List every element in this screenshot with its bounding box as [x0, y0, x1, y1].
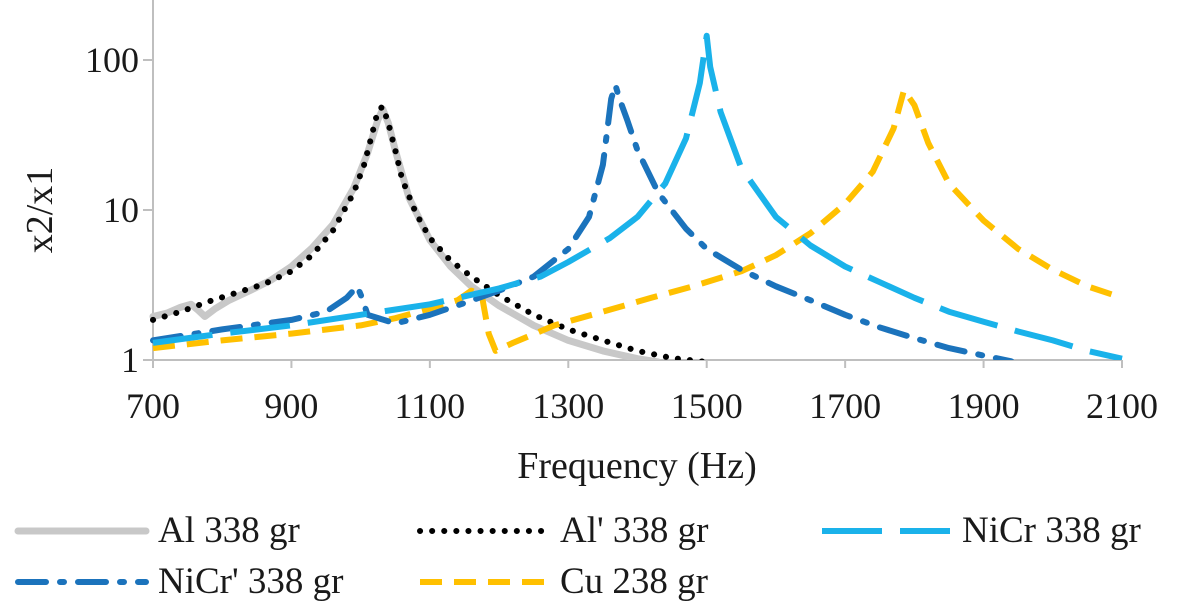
legend-label: NiCr 338 gr [962, 510, 1141, 551]
legend-label: Al 338 gr [158, 510, 300, 551]
x-tick-label: 1900 [948, 386, 1020, 426]
legend-item: NiCr' 338 gr [15, 561, 344, 602]
x-tick-label: 1100 [395, 386, 466, 426]
legend-label: Cu 238 gr [560, 561, 708, 602]
x-tick-label: 1700 [809, 386, 881, 426]
legend-item: Cu 238 gr [420, 561, 708, 602]
series-line-3 [150, 82, 1014, 360]
x-tick-label: 2100 [1086, 386, 1158, 426]
x-axis-ticks: 700 900 1100 1300 1500 1700 1900 2100 [126, 360, 1158, 426]
legend-label: Al' 338 gr [560, 510, 709, 551]
legend-label: NiCr' 338 gr [158, 561, 344, 602]
series-line-4 [152, 87, 1123, 354]
series-line-0 [149, 105, 662, 360]
legend-item: Al' 338 gr [417, 510, 709, 551]
x-tick-label: 900 [264, 386, 318, 426]
series-lines [149, 32, 1123, 360]
legend-item: NiCr 338 gr [822, 510, 1141, 551]
x-axis-title: Frequency (Hz) [517, 445, 757, 487]
x-tick-label: 1300 [532, 386, 604, 426]
y-tick-label: 100 [85, 40, 139, 80]
x-tick-label: 1500 [671, 386, 743, 426]
legend-item: Al 338 gr [14, 510, 300, 551]
y-axis-ticks: 1 10 100 [85, 40, 153, 380]
y-tick-label: 10 [103, 190, 139, 230]
x-tick-label: 700 [126, 386, 180, 426]
y-axis-title: x2/x1 [19, 167, 61, 254]
series-line-2 [152, 32, 1123, 360]
legend: Al 338 gr Al' 338 gr NiCr 338 gr NiCr' 338 … [14, 510, 1141, 602]
y-tick-label: 1 [121, 340, 139, 380]
plot-area: 1 10 100 700 900 1100 1300 1500 1700 1900 2100 [85, 0, 1158, 426]
